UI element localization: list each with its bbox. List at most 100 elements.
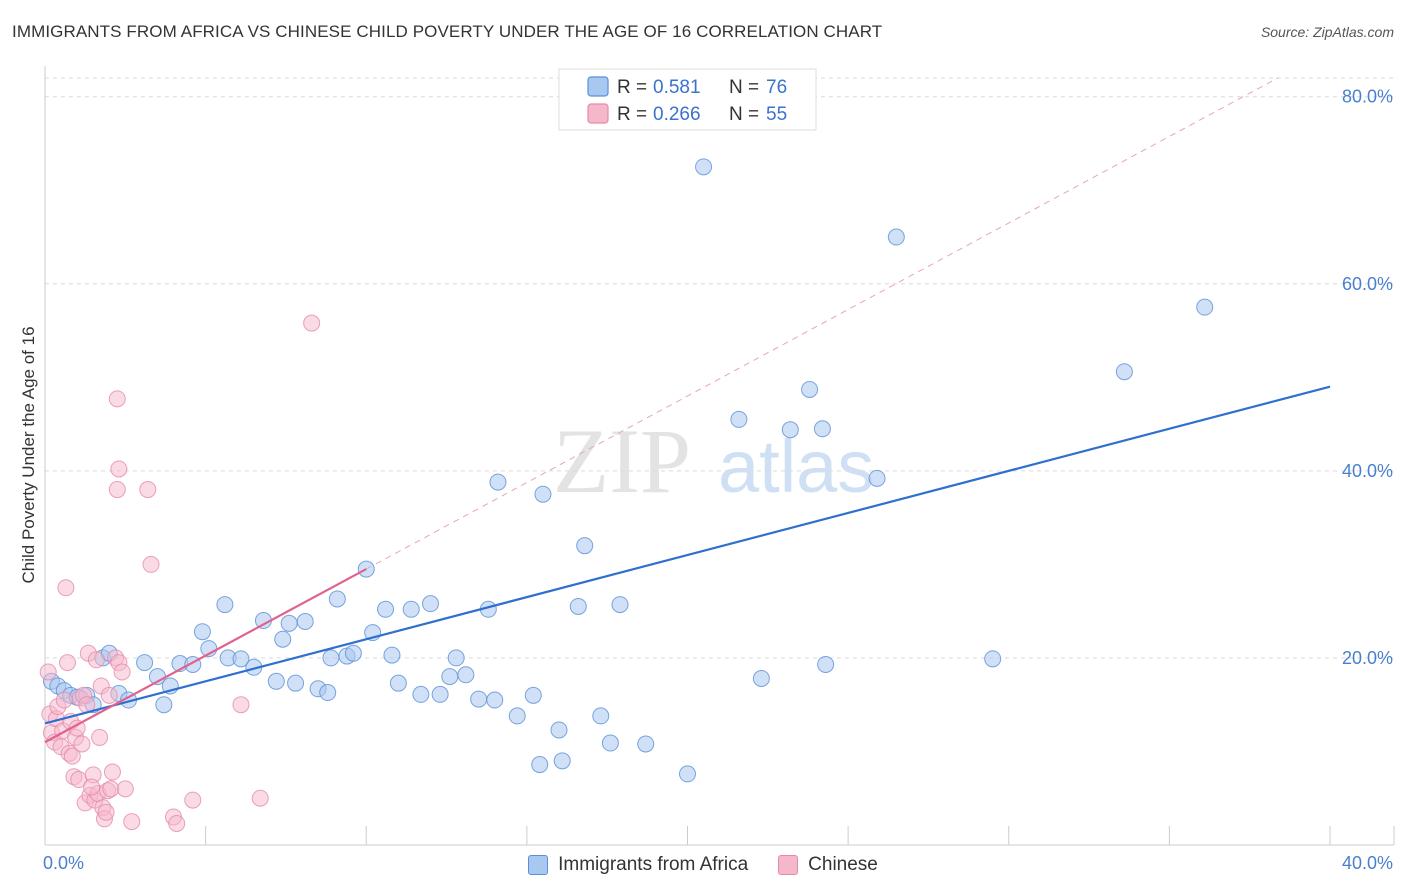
africa-point [280,614,298,632]
chinese-point [113,663,131,681]
africa-point [287,674,305,692]
legend-r-value-1: 0.581 [653,77,701,98]
legend-item-africa[interactable]: Immigrants from Africa [528,854,748,876]
africa-point [576,537,594,555]
africa-point [601,734,619,752]
axes [44,66,1395,846]
africa-point [524,686,542,704]
legend-n-value-1: 76 [766,77,787,98]
legend-n-label-1: N = [729,77,759,98]
chinese-point [168,814,186,832]
legend-label-africa: Immigrants from Africa [558,854,749,875]
africa-point [486,691,504,709]
africa-point [431,685,449,703]
africa-point [1115,363,1133,381]
chinese-point [55,691,73,709]
africa-point [817,655,835,673]
chinese-point [100,686,118,704]
africa-point [216,596,234,614]
chinese-trend-dashed [366,77,1279,570]
africa-point [328,590,346,608]
chart-title: IMMIGRANTS FROM AFRICA VS CHINESE CHILD … [12,22,883,41]
x-tick-label: 0.0% [43,853,84,873]
africa-point [887,228,905,246]
africa-point [267,672,285,690]
africa-swatch [528,855,549,875]
africa-point [752,670,770,688]
chinese-point [39,663,57,681]
y-tick-label: 40.0% [1342,461,1393,481]
africa-point [470,690,488,708]
source-label[interactable]: Source: ZipAtlas.com [1260,24,1394,40]
chinese-point [116,780,134,798]
africa-point [232,650,250,668]
chinese-point [83,778,101,796]
chinese-swatch [778,855,799,875]
africa-point [296,612,314,630]
africa-point [1196,298,1214,316]
chinese-point [139,481,157,499]
africa-point [592,707,610,725]
y-tick-label: 80.0% [1342,87,1393,107]
chinese-point [108,481,126,499]
africa-point [377,600,395,618]
chinese-point [184,791,202,809]
africa-point [868,469,886,487]
chinese-point [103,763,121,781]
bottom-legend: Immigrants from Africa Chinese [0,850,1406,880]
africa-trend-line [44,385,1331,725]
africa-point [412,685,430,703]
africa-point [695,158,713,176]
chinese-point [58,654,76,672]
tick-labels: 20.0% 40.0% 60.0% 80.0% 0.0% 40.0% [43,87,1393,873]
chinese-point [251,789,269,807]
legend-item-chinese[interactable]: Chinese [778,854,878,876]
africa-point [534,485,552,503]
africa-point [344,644,362,662]
chinese-point [73,735,91,753]
watermark-zip: ZIP [553,410,691,512]
africa-points [42,158,1214,783]
africa-point [531,756,549,774]
y-tick-label: 60.0% [1342,274,1393,294]
watermark-atlas: atlas [718,425,874,508]
africa-point [984,650,1002,668]
chinese-point [108,390,126,408]
legend-r-label-1: R = [617,77,647,98]
africa-point [679,765,696,783]
africa-point [441,668,459,686]
africa-point [389,674,407,692]
africa-point [569,597,587,615]
chinese-point [97,803,115,821]
africa-point [611,596,629,614]
legend-swatch-chinese [587,103,609,124]
africa-point [637,735,655,753]
y-tick-label: 20.0% [1342,648,1393,668]
chinese-point [63,747,81,765]
africa-point [136,654,154,672]
trend-lines [44,385,1331,744]
chinese-point [102,780,120,798]
legend-r-value-2: 0.266 [653,104,701,125]
chinese-point [232,696,250,714]
africa-point [422,595,439,613]
legend-box: R = 0.581 N = 76 R = 0.266 N = 55 [558,68,817,131]
chinese-trend-extension [366,77,1279,570]
y-axis-label: Child Poverty Under the Age of 16 [19,326,38,583]
africa-point [457,666,475,684]
x-tick-label: 40.0% [1342,853,1393,873]
africa-point [489,473,507,491]
legend-label-chinese: Chinese [808,854,878,875]
africa-point [319,684,337,702]
legend-n-value-2: 55 [766,104,787,125]
africa-point [193,623,211,641]
chinese-point [110,460,128,478]
chinese-point [91,728,109,746]
africa-point [383,646,401,664]
africa-point [813,420,831,438]
chinese-point [87,651,105,669]
africa-point [322,649,340,667]
gridlines [45,77,1394,659]
chinese-points [39,314,321,832]
